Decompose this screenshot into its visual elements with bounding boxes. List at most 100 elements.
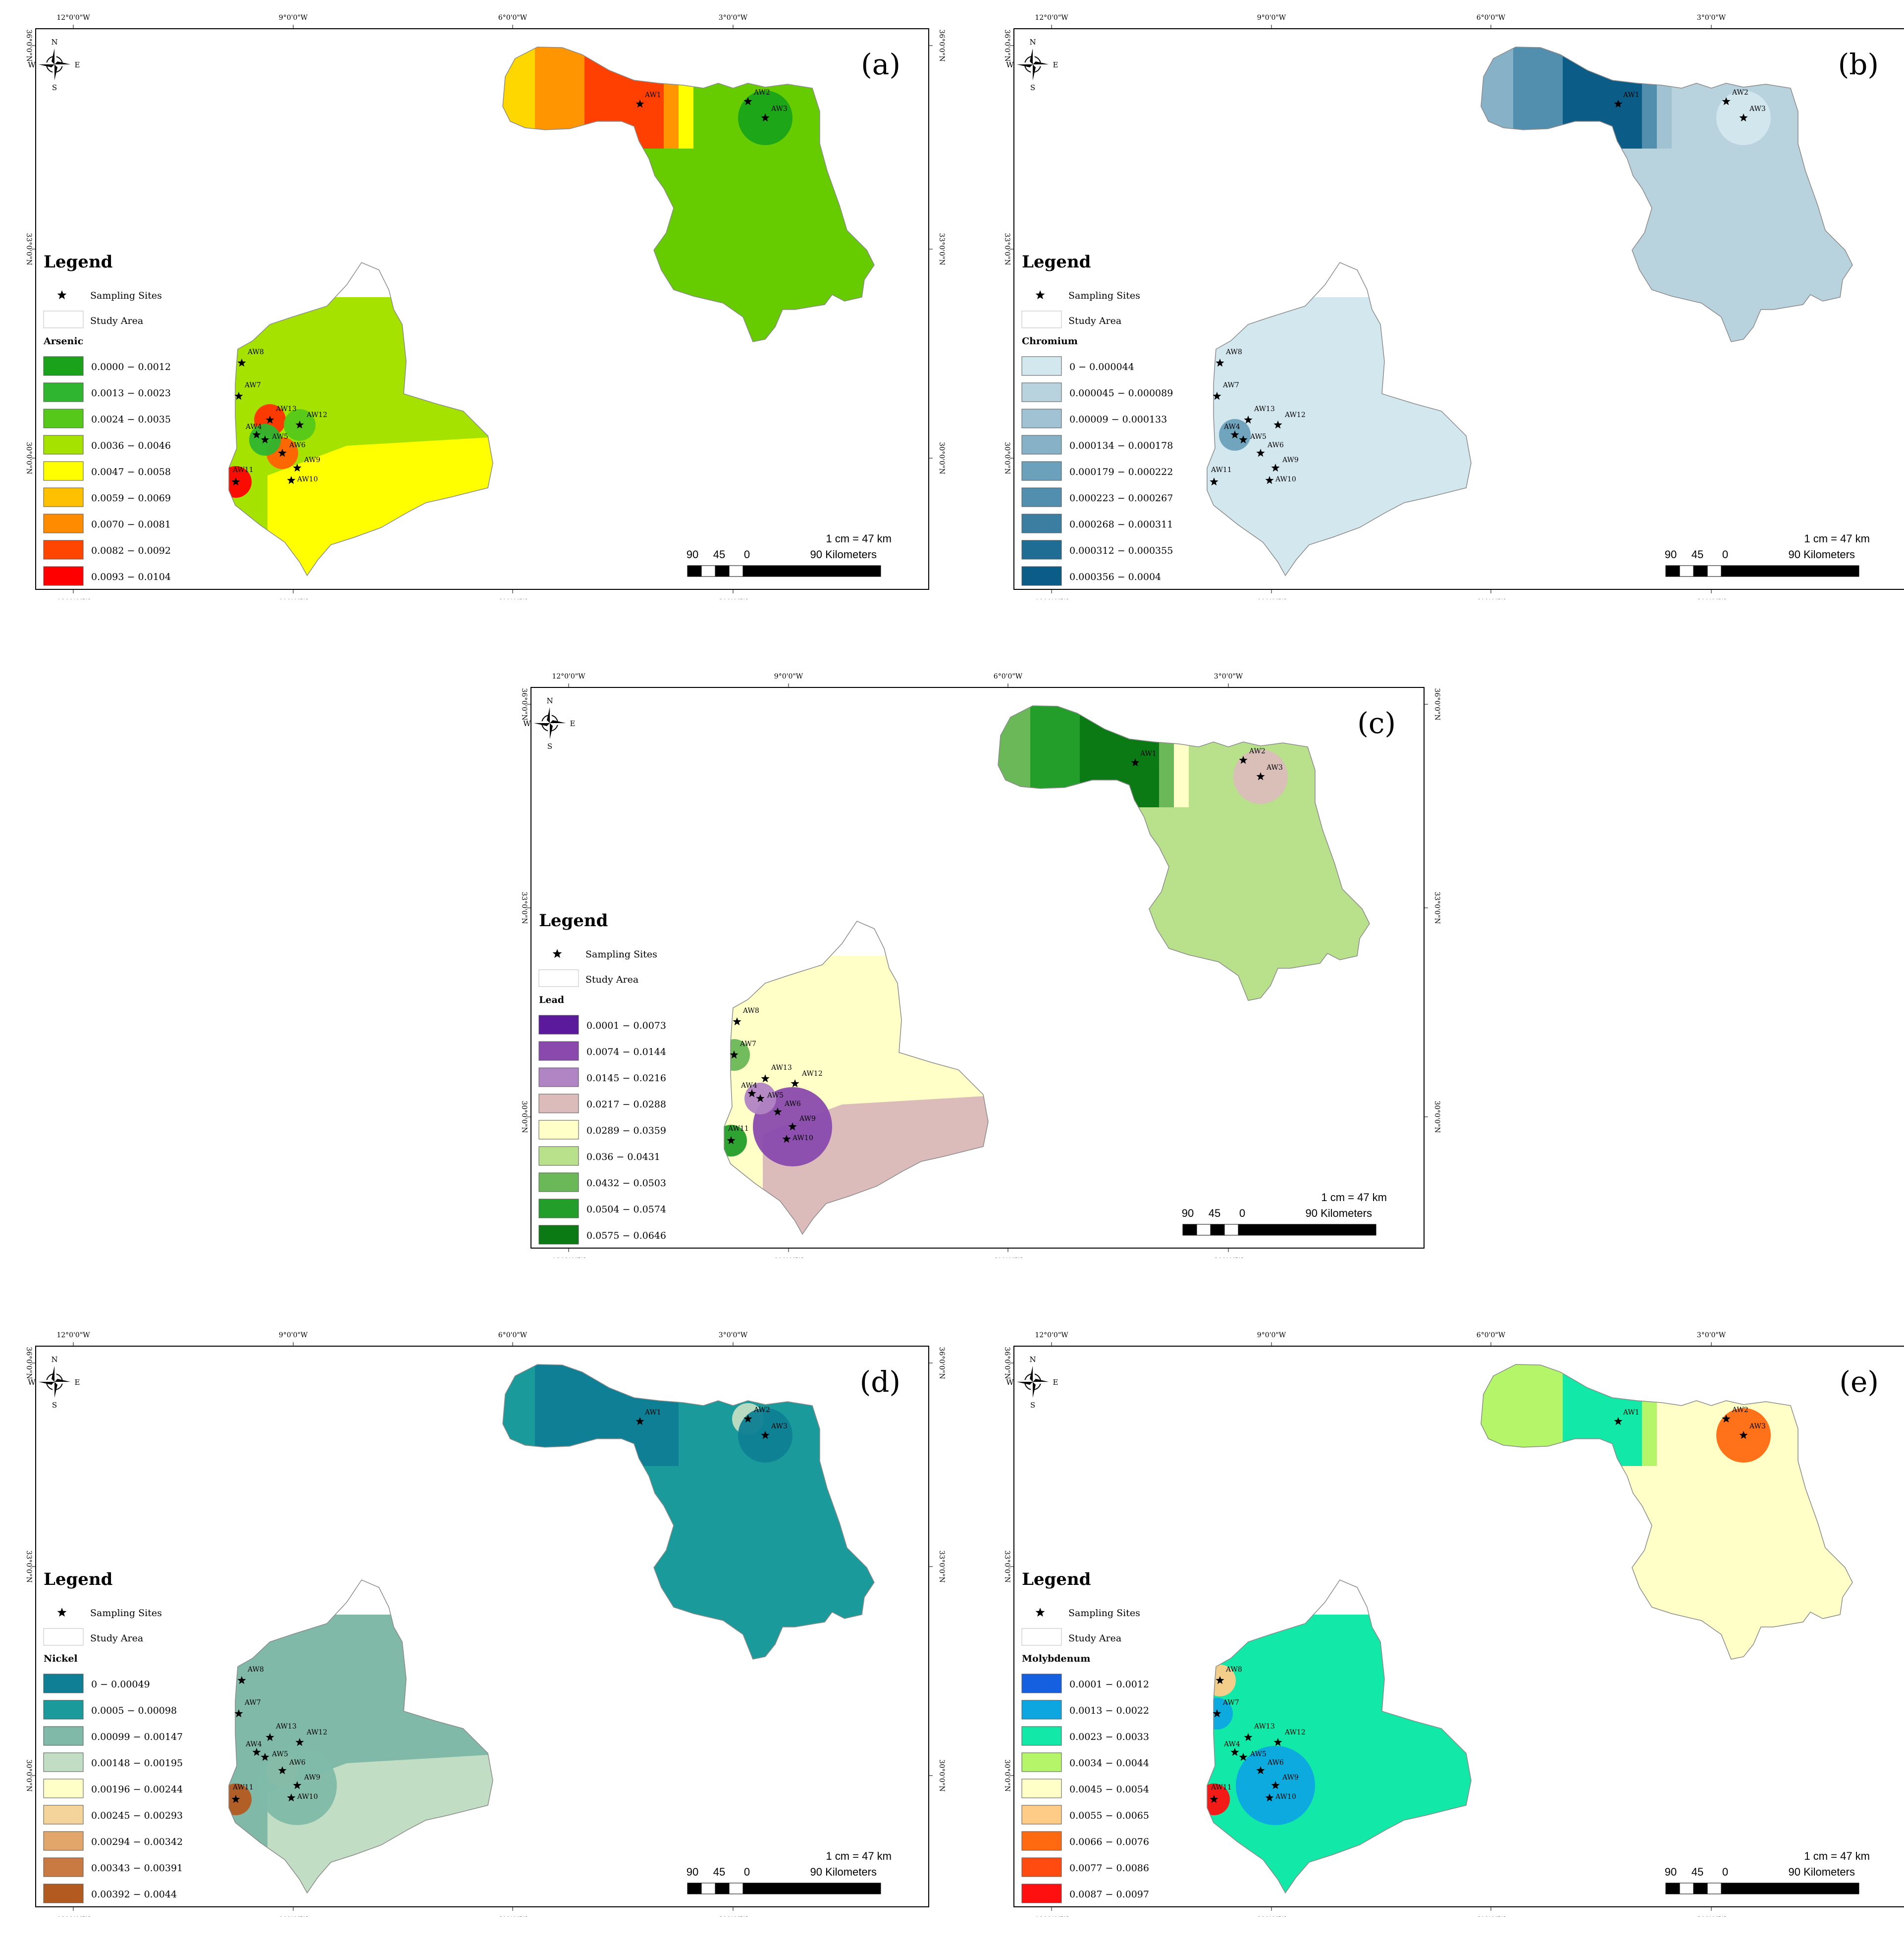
site-star-icon (1273, 1738, 1282, 1746)
site-label-aw9: AW9 (1282, 1774, 1299, 1782)
site-label-aw2: AW2 (1732, 89, 1748, 97)
site-star-icon (727, 1136, 736, 1145)
legend: Legend Sampling Sites Study Area Chromium 0 … (1021, 252, 1173, 586)
site-star-icon (761, 1074, 770, 1083)
longitude-label-top: 6°0'0"W (1477, 14, 1506, 22)
compass-rose-icon: N S W E (28, 38, 80, 92)
scale-unit: 90 Kilometers (1788, 548, 1855, 561)
compass-e: E (1053, 60, 1058, 69)
scale-num-90: 90 (687, 548, 698, 561)
site-label-aw11: AW11 (728, 1125, 749, 1133)
site-label-aw10: AW10 (297, 1793, 318, 1801)
site-label-aw13: AW13 (275, 1723, 297, 1730)
site-star-icon (237, 359, 246, 367)
site-label-aw2: AW2 (753, 1406, 770, 1414)
longitude-label-bottom: 12°0'0"W (56, 1916, 90, 1917)
longitude-label-bottom: 3°0'0"W (1697, 1916, 1726, 1917)
longitude-label-top: 9°0'0"W (774, 673, 803, 681)
scale-segment (729, 1883, 743, 1894)
legend-class-label: 0.036 − 0.0431 (586, 1152, 660, 1162)
legend-sampling-sites: Sampling Sites (1068, 290, 1140, 301)
legend-class-label: 0.0070 − 0.0081 (91, 519, 171, 530)
scale-num-0: 0 (1722, 1866, 1728, 1878)
latitude-label-left: 33°0'0"N (25, 233, 33, 265)
legend-element-title: Molybdenum (1022, 1653, 1090, 1664)
site-star-icon (1230, 430, 1239, 439)
latitude-label-right: 33°0'0"N (1433, 891, 1441, 924)
site-star-icon (287, 1793, 296, 1802)
compass-rose-icon: N S W E (28, 1355, 80, 1410)
longitude-label-bottom: 9°0'0"W (1257, 598, 1286, 599)
legend-class-label: 0.0001 − 0.0012 (1069, 1679, 1149, 1690)
scale-unit: 90 Kilometers (810, 1866, 877, 1878)
longitude-label-bottom: 12°0'0"W (56, 598, 90, 599)
legend-study-area-swatch (538, 969, 579, 987)
site-star-icon (1256, 1766, 1265, 1775)
longitude-label-bottom: 12°0'0"W (552, 1257, 585, 1258)
legend-swatch (43, 1831, 84, 1851)
compass-s: S (1030, 83, 1035, 92)
scale-segment (1679, 565, 1694, 577)
longitude-label-bottom: 12°0'0"W (1035, 598, 1068, 599)
site-star-icon (635, 1417, 644, 1425)
scale-segment (1252, 1224, 1376, 1236)
legend-swatch (1021, 356, 1062, 376)
latitude-label-left: 36°0'0"N (1003, 1347, 1011, 1379)
longitude-label-top: 9°0'0"W (279, 1331, 308, 1339)
legend-element-title: Arsenic (43, 336, 83, 347)
legend-swatch (1021, 435, 1062, 455)
latitude-label-left: 33°0'0"N (520, 891, 528, 924)
legend-swatch (538, 1041, 579, 1061)
north-boundary (502, 47, 875, 342)
scale-bar: 1 cm = 47 km 90 45 0 90 Kilometers (687, 532, 892, 577)
longitude-label-top: 12°0'0"W (56, 1331, 90, 1339)
scale-ratio: 1 cm = 47 km (1321, 1191, 1387, 1204)
legend-sampling-sites: Sampling Sites (585, 949, 657, 960)
legend-class-label: 0.00148 − 0.00195 (91, 1758, 183, 1769)
longitude-label-top: 9°0'0"W (279, 14, 308, 22)
site-star-icon (733, 1017, 741, 1026)
legend-class-label: 0.0034 − 0.0044 (1069, 1758, 1149, 1769)
compass-e: E (75, 60, 80, 69)
longitude-label-bottom: 6°0'0"W (498, 1916, 528, 1917)
site-star-icon (278, 1766, 287, 1775)
longitude-label-top: 3°0'0"W (1697, 1331, 1726, 1339)
compass-e: E (75, 1378, 80, 1387)
compass-star-light (39, 1366, 70, 1398)
site-label-aw13: AW13 (1254, 1723, 1275, 1730)
longitude-label-top: 6°0'0"W (498, 1331, 528, 1339)
site-star-icon (234, 392, 243, 400)
longitude-label-bottom: 9°0'0"W (774, 1257, 803, 1258)
legend-class-label: 0.000134 − 0.000178 (1069, 440, 1173, 451)
compass-w: W (1006, 1378, 1014, 1387)
legend-swatch (538, 1199, 579, 1218)
latitude-label-right: 33°0'0"N (938, 233, 946, 265)
site-label-aw4: AW4 (740, 1082, 757, 1090)
legend-swatch (43, 1884, 84, 1903)
legend-class-label: 0.0013 − 0.0023 (91, 388, 171, 399)
legend-class-label: 0.00392 − 0.0044 (91, 1889, 177, 1900)
site-star-icon (293, 464, 302, 472)
site-label-aw7: AW7 (740, 1040, 756, 1048)
legend-swatch (1021, 487, 1062, 507)
latitude-label-left: 30°0'0"N (1003, 1759, 1011, 1791)
legend-star-icon (1035, 1608, 1045, 1617)
map-svg: 12°0'0"W 12°0'0"W 9°0'0"W 9°0'0"W 6°0'0"W 6°0… (25, 14, 946, 606)
legend-sampling-sites: Sampling Sites (90, 290, 162, 301)
legend-class-label: 0 − 0.00049 (91, 1679, 150, 1690)
site-star-icon (1265, 1793, 1274, 1802)
legend-swatch (43, 356, 84, 376)
longitude-label-bottom: 12°0'0"W (1035, 1916, 1068, 1917)
legend-class-label: 0.0289 − 0.0359 (586, 1125, 666, 1136)
legend: Legend Sampling Sites Study Area Nickel 0 − … (43, 1570, 183, 1903)
site-star-icon (1614, 100, 1623, 108)
legend-class-label: 0.0001 − 0.0073 (586, 1020, 666, 1031)
site-label-aw7: AW7 (244, 1699, 261, 1707)
site-star-icon (261, 1753, 269, 1761)
longitude-label-top: 3°0'0"W (719, 1331, 748, 1339)
site-label-aw8: AW8 (247, 1666, 264, 1674)
legend-class-label: 0.0024 − 0.0035 (91, 414, 171, 425)
legend-swatch (1021, 1700, 1062, 1720)
scale-segment (1735, 1883, 1859, 1894)
